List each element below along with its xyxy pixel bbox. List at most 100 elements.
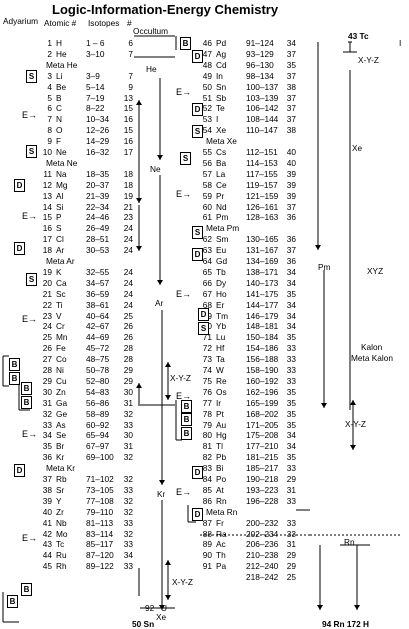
element-symbol: Sb [216,92,227,103]
element-symbol: Si [56,201,64,212]
isotope-count: 35 [286,397,296,408]
isotope-range: 218–242 [246,572,279,583]
isotope-range: 128–163 [246,212,279,223]
isotope-count: 18 [123,168,133,179]
element-symbol: Ge [56,408,68,419]
atomic-number: 40 [42,506,52,517]
atomic-number: 77 [202,397,212,408]
element-symbol: La [216,168,226,179]
box-d: D [192,508,203,521]
box-b: B [9,372,20,385]
isotope-range: 150–184 [246,332,279,343]
meta-row: Meta Xe [206,136,237,147]
isotope-range: 140–173 [246,277,279,288]
e-arrow: E→ [176,391,192,401]
element-symbol: N [56,114,62,125]
box-d: D [14,179,25,192]
isotope-range: 83–114 [86,528,114,539]
element-symbol: Ho [216,288,227,299]
isotope-count: 35 [286,419,296,430]
isotope-count: 32 [123,408,133,419]
element-symbol: Tb [216,266,226,277]
isotope-count: 33 [286,365,296,375]
label-ne: Ne [150,164,161,174]
isotope-count: 16 [123,136,133,147]
atomic-number: 52 [202,103,212,114]
atomic-number: 18 [42,245,52,256]
element-symbol: He [56,48,67,59]
atomic-number: 41 [42,517,52,528]
element-symbol: Mo [56,528,68,539]
isotope-count: 33 [123,419,133,430]
isotope-count: 26 [123,321,133,332]
isotope-count: 33 [286,354,296,365]
label-xe-bottom: Xe [156,612,167,622]
isotope-count: 37 [286,92,296,103]
atomic-number: 28 [42,365,52,375]
label-u: U [161,603,167,613]
element-symbol: Dy [216,277,227,288]
element-symbol: C [56,103,62,114]
element-symbol: Ar [56,245,65,256]
isotope-count: 15 [123,103,133,114]
isotope-range: 10–34 [86,114,110,125]
atomic-number: 73 [202,354,212,365]
isotope-count: 29 [123,365,133,375]
label-xe: Xe [352,143,363,153]
isotope-range: 79–110 [86,506,114,517]
isotope-range: 73–105 [86,484,114,495]
e-arrow: E→ [22,110,38,120]
isotope-count: 38 [286,125,296,136]
box-b: B [21,382,32,395]
atomic-number: 64 [202,256,212,266]
atomic-number: 61 [202,212,212,223]
atomic-number: 86 [202,495,212,506]
label-xyz-b: X-Y-Z [172,577,193,587]
element-symbol: Ca [56,277,67,288]
isotope-count: 33 [123,539,133,550]
element-symbol: Hf [216,343,225,354]
isotope-range: 3–9 [86,70,100,81]
element-symbol: Ti [56,299,63,310]
arrow-head [315,245,321,250]
label-meta-kalon: Meta Kalon [351,353,393,363]
isotope-range: 110–147 [246,125,278,136]
arrow-head [136,100,142,105]
arrow-head [165,395,171,400]
isotope-range: 162–196 [246,386,279,397]
atomic-number: 54 [202,125,212,136]
isotope-count: 29 [286,550,296,561]
element-symbol: In [216,70,223,81]
isotope-count: 34 [286,430,296,441]
atomic-number: 19 [42,266,52,277]
isotope-count: 33 [123,484,133,495]
element-symbol: Th [216,550,226,561]
atomic-number: 44 [42,550,52,561]
element-symbol: Sm [216,234,229,245]
isotope-range: 58–89 [86,408,110,419]
atomic-number: 60 [202,201,212,212]
isotope-range: 146–179 [246,310,279,321]
isotope-range: 91–124 [246,38,274,48]
isotope-count: 33 [286,343,296,354]
atomic-number: 76 [202,386,212,397]
isotope-range: 154–186 [246,343,279,354]
element-symbol: Pa [216,561,227,572]
isotope-count: 19 [123,190,133,201]
isotope-count: 29 [286,474,296,484]
isotope-range: 121–159 [246,190,279,201]
atomic-number: 20 [42,277,52,288]
isotope-count: 32 [123,452,133,463]
atomic-number: 9 [47,136,52,147]
isotope-count: 39 [286,179,296,190]
element-symbol: Rh [56,561,67,572]
atomic-number: 17 [42,234,52,245]
element-symbol: Se [56,430,67,441]
box-d: D [198,308,209,321]
e-arrow: E→ [176,87,192,97]
atomic-number: 7 [47,114,52,125]
isotope-range: 181–215 [246,452,279,463]
isotope-range: 131–167 [246,245,279,256]
isotope-range: 5–14 [86,81,105,92]
arrow-head [165,362,171,367]
